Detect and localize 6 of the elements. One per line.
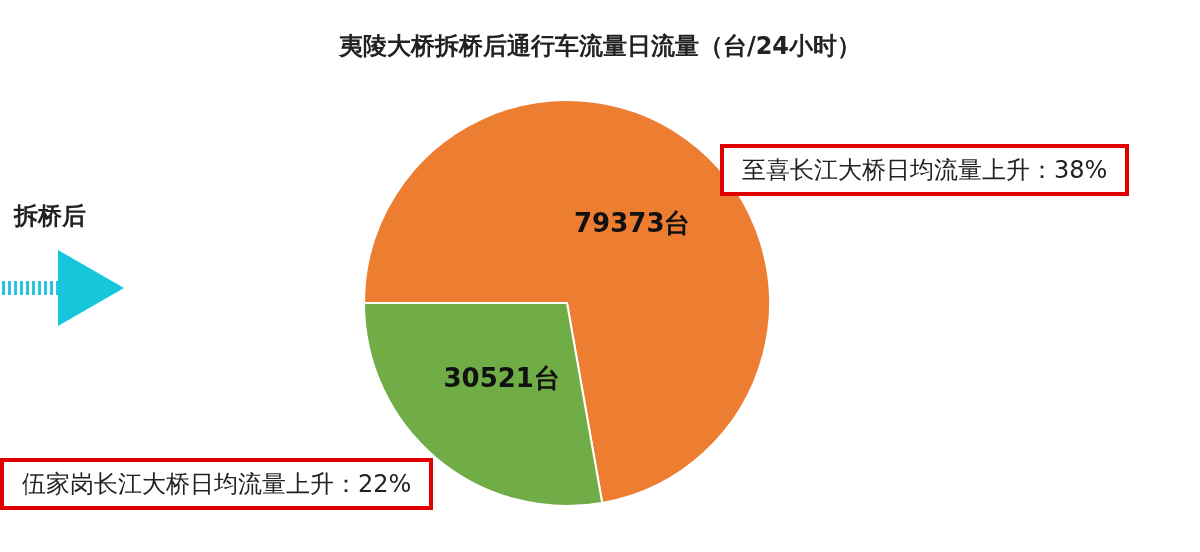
data-label: 79373台 (574, 208, 691, 239)
chart-title: 夷陵大桥拆桥后通行车流量日流量（台/24小时） (337, 31, 863, 62)
text: 伍家岗长江大桥日均流量上升：22% (0, 458, 434, 510)
text: 拆桥后 (14, 201, 86, 232)
data-label: 30521台 (443, 363, 560, 394)
text: 至喜长江大桥日均流量上升：38% (720, 144, 1130, 196)
